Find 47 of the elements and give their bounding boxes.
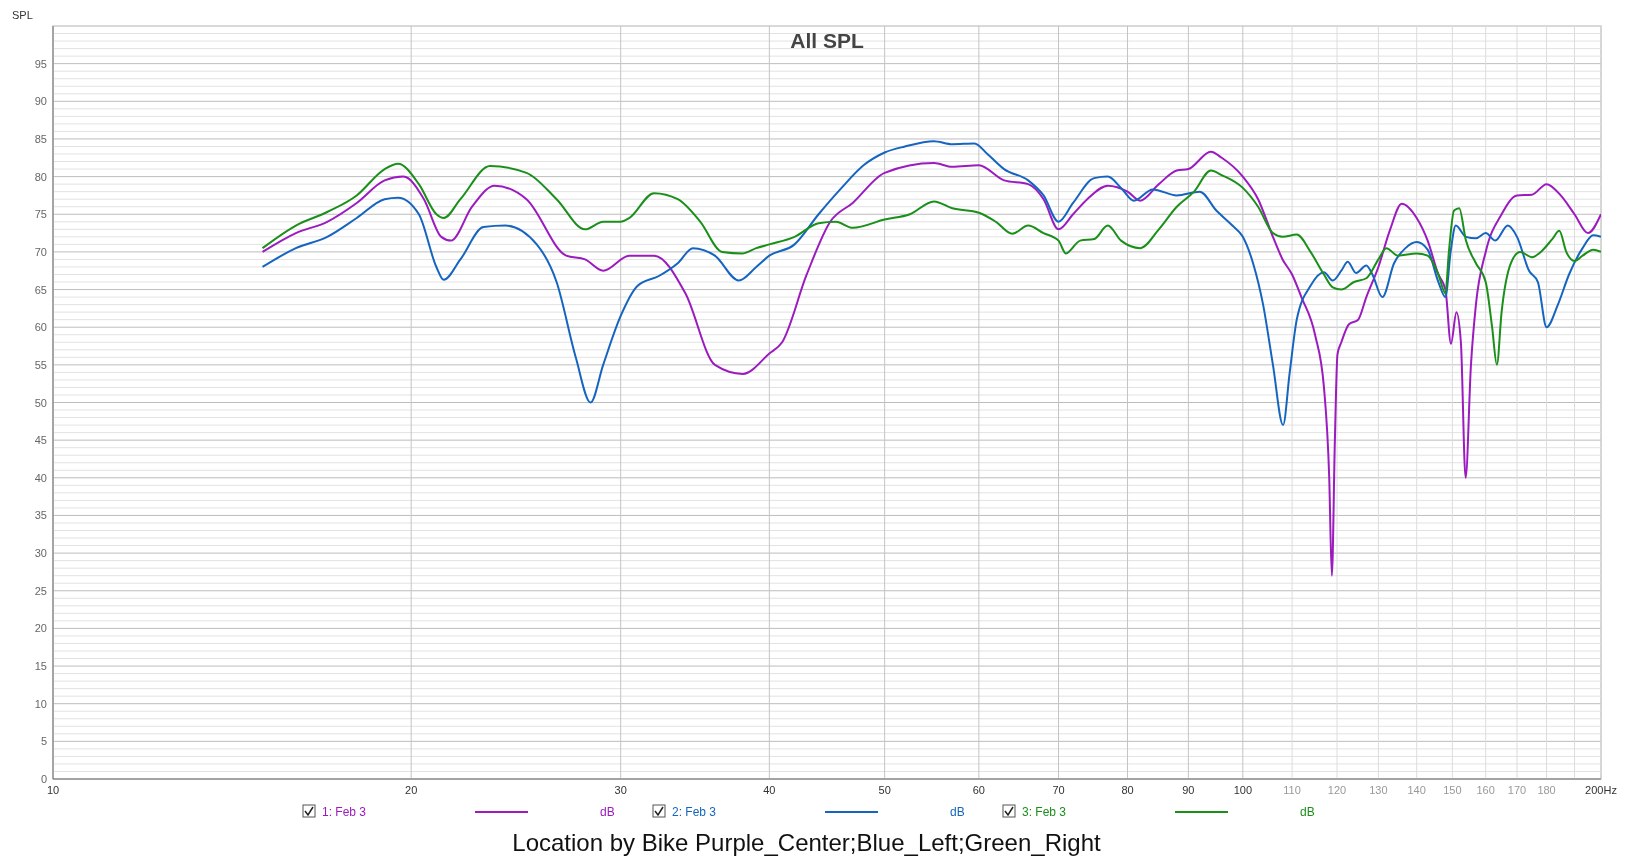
x-tick-label: 160: [1476, 784, 1495, 796]
y-tick-label: 55: [34, 358, 47, 371]
x-tick-label: 110: [1283, 784, 1301, 796]
x-tick-label: 140: [1407, 784, 1426, 796]
y-tick-label: 75: [34, 208, 47, 221]
x-tick-label: 50: [878, 784, 891, 796]
text: Location by Bike Purple_Center;Blue_Left;Green_Right: [512, 829, 1102, 856]
y-tick-label: 70: [34, 245, 47, 258]
y-tick-label: 40: [34, 471, 47, 484]
x-tick-label: 70: [1052, 784, 1065, 796]
x-tick-label: 150: [1443, 784, 1462, 796]
y-axis-title: SPL: [12, 9, 33, 21]
chart-title: All SPL: [790, 29, 864, 52]
x-tick-label: 30: [614, 784, 627, 796]
y-tick-label: 5: [40, 735, 47, 748]
x-tick-label: 170: [1507, 784, 1527, 796]
text: 3: Feb 3: [1022, 805, 1067, 819]
x-tick-label: 200Hz: [1585, 784, 1617, 796]
y-tick-label: 80: [34, 170, 47, 183]
y-tick-label: 50: [34, 396, 47, 409]
y-tick-label: 95: [34, 57, 47, 70]
y-tick-label: 30: [34, 547, 47, 560]
text: 2: Feb 3: [672, 805, 717, 819]
y-tick-label: 10: [34, 697, 47, 710]
y-tick-label: 45: [34, 434, 47, 447]
y-tick-label: 0: [40, 773, 47, 785]
x-tick-label: 90: [1182, 784, 1195, 796]
x-tick-label: 120: [1327, 784, 1347, 796]
x-tick-label: 20: [405, 784, 418, 796]
text: dB: [1300, 805, 1315, 819]
x-tick-label: 130: [1369, 784, 1388, 796]
x-tick-label: 100: [1233, 784, 1253, 796]
y-tick-label: 25: [34, 584, 47, 597]
y-tick-label: 35: [34, 509, 47, 522]
y-tick-label: 15: [34, 660, 47, 673]
x-tick-label: 80: [1121, 784, 1134, 796]
x-tick-label: 180: [1537, 784, 1556, 796]
y-tick-label: 20: [34, 622, 47, 635]
text: dB: [950, 805, 965, 819]
y-tick-label: 85: [34, 132, 47, 145]
y-tick-label: 60: [34, 321, 47, 334]
text: dB: [600, 805, 615, 819]
y-tick-label: 65: [34, 283, 47, 296]
y-tick-label: 90: [34, 95, 47, 108]
text: 1: Feb 3: [322, 805, 367, 819]
x-tick-label: 40: [763, 784, 776, 796]
x-tick-label: 60: [972, 784, 985, 796]
